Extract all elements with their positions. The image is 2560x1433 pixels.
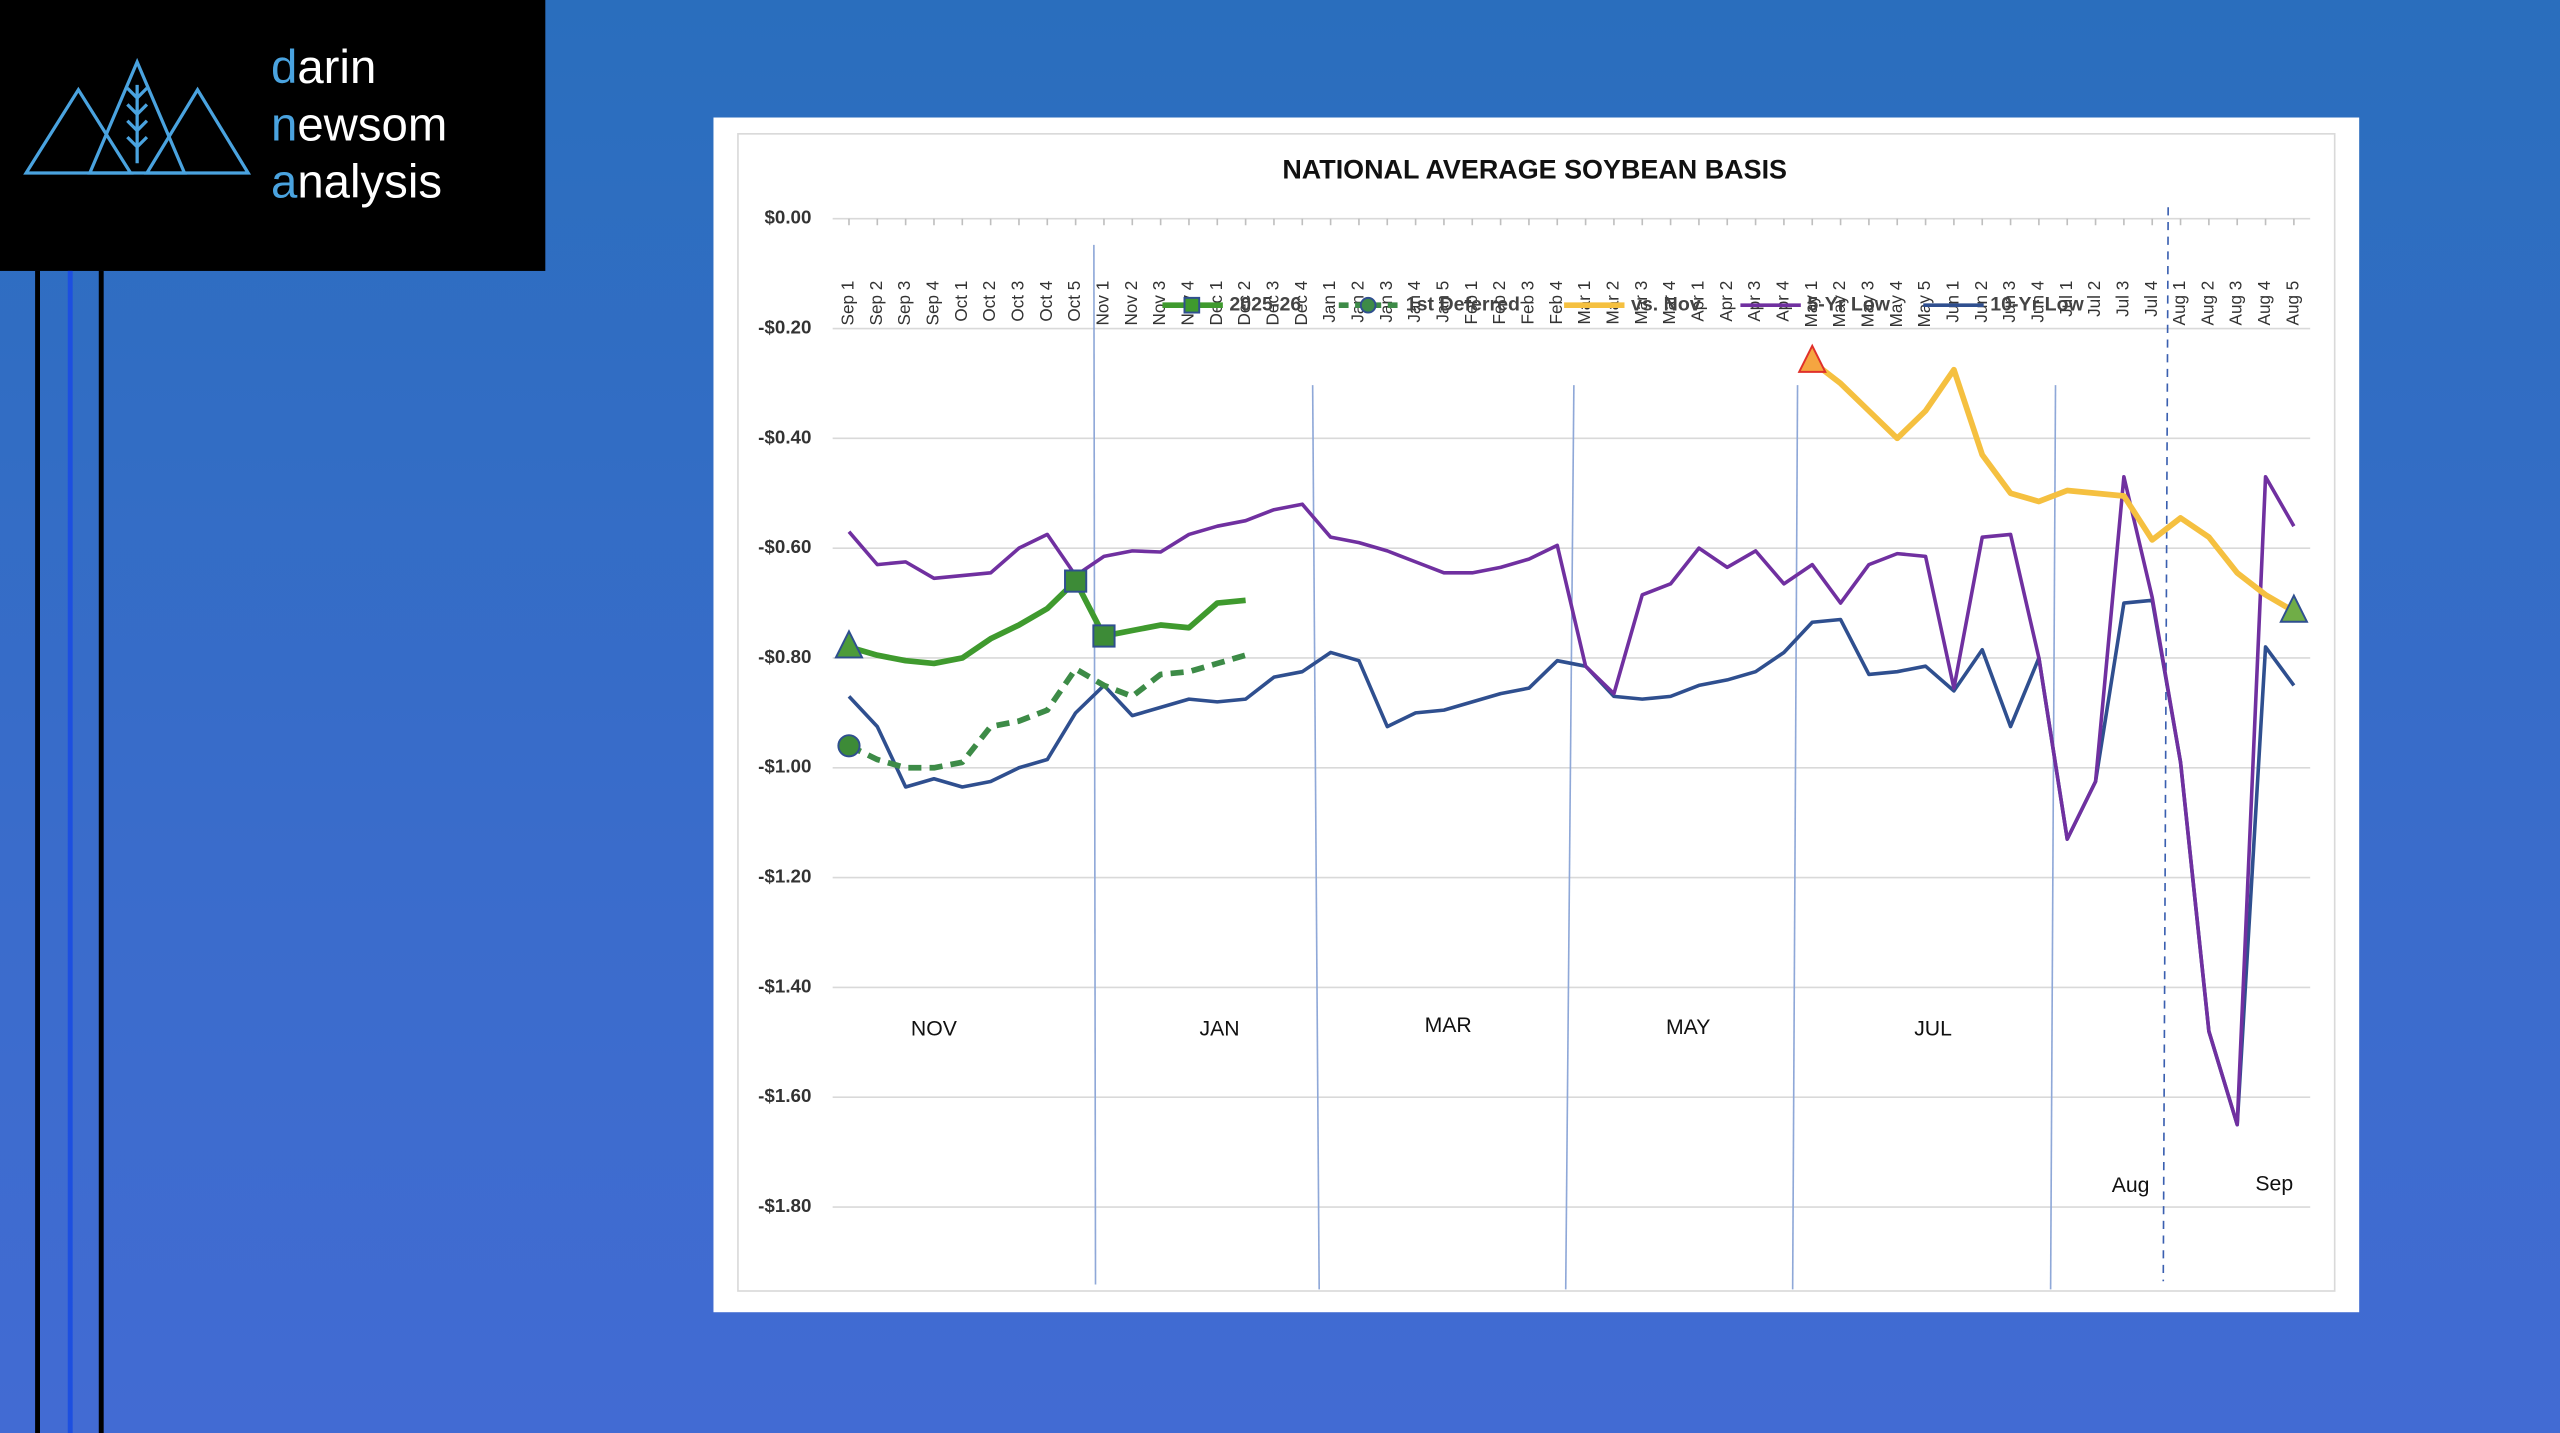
x-tick-label: Mar 4 xyxy=(1659,280,1679,324)
marker xyxy=(834,629,864,659)
x-tick-label: May 3 xyxy=(1857,281,1877,328)
y-tick-label: -$0.60 xyxy=(758,536,811,557)
y-tick-label: -$1.20 xyxy=(758,866,811,887)
x-tick-label: Nov 1 xyxy=(1092,281,1112,326)
x-tick-label: Apr 4 xyxy=(1772,280,1792,321)
x-tick-label: Nov 3 xyxy=(1149,281,1169,326)
marker xyxy=(837,734,861,758)
x-tick-label: Aug 3 xyxy=(2226,281,2246,326)
x-tick-label: Jan 5 xyxy=(1432,281,1452,323)
annotation: NOV xyxy=(911,1017,958,1040)
y-tick-label: -$1.80 xyxy=(758,1195,811,1216)
chart-panel xyxy=(713,117,2360,1313)
series-line xyxy=(1810,359,2296,614)
x-tick-label: Feb 3 xyxy=(1517,281,1537,325)
annotation: MAR xyxy=(1425,1014,1472,1037)
marker xyxy=(1064,569,1088,593)
marker xyxy=(1092,624,1116,648)
marker xyxy=(1359,296,1377,314)
annotations: NOV JAN MAR MAY JUL Aug Sep xyxy=(911,1014,2293,1197)
x-tick-label: Apr 1 xyxy=(1687,281,1707,322)
logo-mark xyxy=(23,57,252,175)
legend: 2025-26 1st Deferred vs. Nov 5-Yr Low 10-Yr … xyxy=(1162,293,2085,315)
y-tick-label: -$0.40 xyxy=(758,426,811,447)
x-tick-label: Jan 3 xyxy=(1376,281,1396,323)
x-tick-label: Feb 4 xyxy=(1546,280,1566,324)
x-tick-label: Jun 2 xyxy=(1971,281,1991,323)
x-tick-label: Jun 4 xyxy=(2027,280,2047,322)
chart-border xyxy=(737,133,2336,1292)
x-tick-label: Sep 1 xyxy=(838,281,858,326)
y-tick-label: -$1.40 xyxy=(758,975,811,996)
x-tick-label: Aug 5 xyxy=(2282,281,2302,326)
legend-label: 5-Yr Low xyxy=(1807,293,1890,315)
x-tick-label: Apr 2 xyxy=(1716,281,1736,322)
x-tick-label: Sep 3 xyxy=(894,281,914,326)
x-tick-label: Dec 2 xyxy=(1234,281,1254,326)
legend-label: vs. Nov xyxy=(1631,293,1701,315)
x-tick-label: Jan 4 xyxy=(1404,280,1424,322)
x-tick-label: May 2 xyxy=(1829,281,1849,328)
x-tick-label: Aug 2 xyxy=(2197,281,2217,326)
x-tick-label: Aug 4 xyxy=(2254,280,2274,325)
y-tick-label: -$0.20 xyxy=(758,316,811,337)
legend-label: 2025-26 xyxy=(1229,293,1301,315)
x-tick-label: Feb 1 xyxy=(1461,281,1481,325)
x-tick-label: Oct 5 xyxy=(1064,281,1084,322)
logo-word: analysis xyxy=(271,155,442,208)
x-tick-label: Jul 2 xyxy=(2084,281,2104,317)
x-tick-label: Oct 3 xyxy=(1007,281,1027,322)
x-tick-label: Dec 3 xyxy=(1262,281,1282,326)
chart-title: NATIONAL AVERAGE SOYBEAN BASIS xyxy=(1282,154,1787,184)
annotation: JUL xyxy=(1914,1017,1952,1040)
x-tick-label: Oct 4 xyxy=(1036,280,1056,321)
x-tick-label: Jan 2 xyxy=(1347,281,1367,323)
x-tick-label: Oct 1 xyxy=(951,281,971,322)
marker xyxy=(1797,343,1827,373)
y-tick-label: -$0.80 xyxy=(758,646,811,667)
annotation: Aug xyxy=(2112,1174,2150,1197)
logo-box xyxy=(0,0,546,271)
series-line xyxy=(847,652,1247,771)
logo-text: darin newsom analysis xyxy=(271,41,447,208)
x-tick-label: Dec 4 xyxy=(1291,280,1311,325)
x-tick-label: May 4 xyxy=(1886,280,1906,327)
plot xyxy=(834,343,2309,1127)
x-tick-label: Apr 3 xyxy=(1744,281,1764,322)
annotation: Sep xyxy=(2255,1173,2293,1196)
x-tick-label: Oct 2 xyxy=(979,281,999,322)
x-tick-label: Mar 3 xyxy=(1631,281,1651,325)
x-tick-label: May 1 xyxy=(1801,281,1821,328)
separators xyxy=(1093,207,2169,1290)
logo-word: newsom xyxy=(271,98,447,151)
x-tick-label: Jun 3 xyxy=(1999,281,2019,323)
x-tick-label: Feb 2 xyxy=(1489,281,1509,325)
x-tick-label: Jan 1 xyxy=(1319,281,1339,323)
annotation: MAY xyxy=(1666,1016,1710,1039)
x-tick-label: Jul 1 xyxy=(2056,281,2076,317)
legend-label: 1st Deferred xyxy=(1406,293,1520,315)
y-tick-label: -$1.60 xyxy=(758,1085,811,1106)
grid: $0.00 -$0.20 -$0.40 -$0.60 -$0.80 -$1.00 -$1.2… xyxy=(758,207,2311,1216)
marker xyxy=(1183,296,1201,314)
marker xyxy=(2279,593,2309,623)
annotation: JAN xyxy=(1200,1017,1240,1040)
legend-label: 10-Yr Low xyxy=(1990,293,2084,315)
x-tick-label: Sep 4 xyxy=(923,280,943,325)
logo-word: darin xyxy=(271,41,376,94)
x-tick-label: Jun 1 xyxy=(1942,281,1962,323)
y-tick-label: $0.00 xyxy=(764,207,811,228)
x-tick-label: Aug 1 xyxy=(2169,281,2189,326)
series-line xyxy=(848,578,1246,667)
x-tick-label: Sep 2 xyxy=(866,281,886,326)
series-line xyxy=(847,474,2296,1127)
x-tick-label: Jul 3 xyxy=(2112,281,2132,317)
x-tick-label: Nov 2 xyxy=(1121,281,1141,326)
y-tick-label: -$1.00 xyxy=(758,756,811,777)
x-tick-label: Jul 4 xyxy=(2141,280,2161,317)
